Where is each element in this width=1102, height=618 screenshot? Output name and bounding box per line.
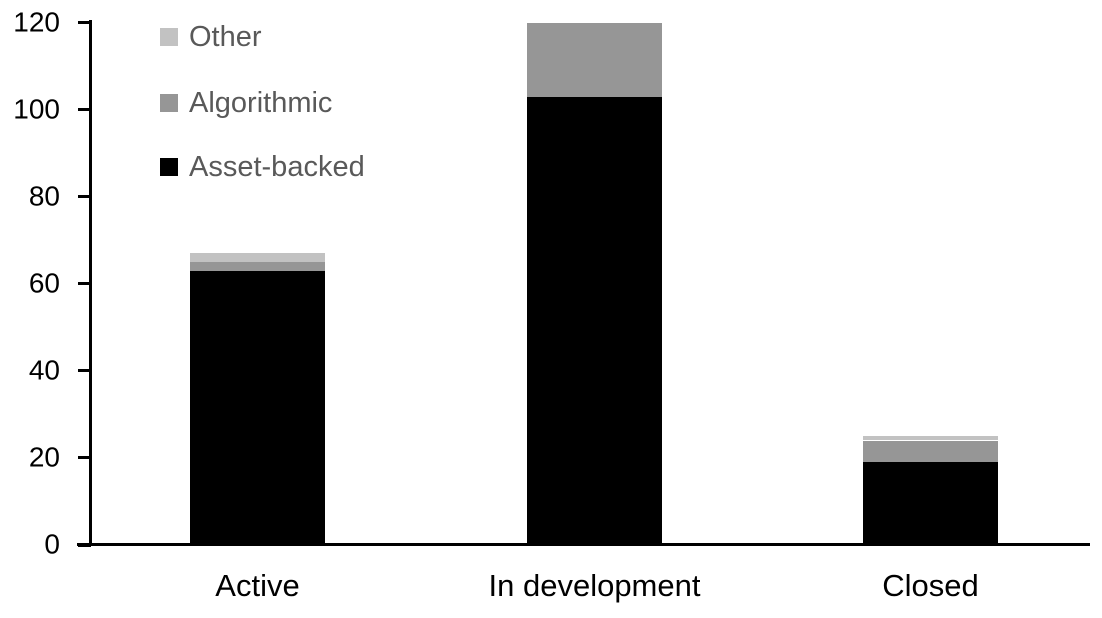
y-tick-label: 80 [28,180,60,212]
legend-swatch-asset-backed [160,158,178,176]
bar-segment-algorithmic-active [190,261,325,271]
y-tick-label: 40 [28,354,60,386]
legend-label-other: Other [189,20,262,53]
category-label-in-development: In development [488,568,701,603]
y-axis-tick [78,456,91,460]
bar-segment-other-closed [863,436,998,441]
y-axis-tick [78,369,91,373]
bar-segment-algorithmic-closed [863,440,998,463]
y-tick-label: 0 [44,528,60,560]
y-axis-tick [78,543,91,547]
y-tick-label: 120 [13,5,60,37]
y-tick-label: 60 [28,267,60,299]
legend-item-algorithmic: Algorithmic [160,86,332,120]
bar-segment-other-active [190,253,325,262]
y-tick-label: 100 [13,93,60,125]
bar-segment-asset-backed-active [190,270,325,545]
bar-segment-algorithmic-in-development [527,22,662,97]
legend-label-asset-backed: Asset-backed [189,150,365,183]
bar-segment-asset-backed-in-development [527,96,662,545]
bar-segment-asset-backed-closed [863,462,998,545]
y-tick-label: 20 [28,441,60,473]
y-axis-tick [78,195,91,199]
y-axis-tick [78,108,91,112]
legend-item-asset-backed: Asset-backed [160,150,365,184]
y-axis-tick [78,282,91,286]
category-label-active: Active [215,568,300,603]
legend-swatch-algorithmic [160,94,178,112]
legend-swatch-other [160,28,178,46]
y-axis-tick [78,21,91,24]
legend-item-other: Other [160,20,262,54]
category-label-closed: Closed [882,568,979,603]
legend-label-algorithmic: Algorithmic [189,86,333,119]
